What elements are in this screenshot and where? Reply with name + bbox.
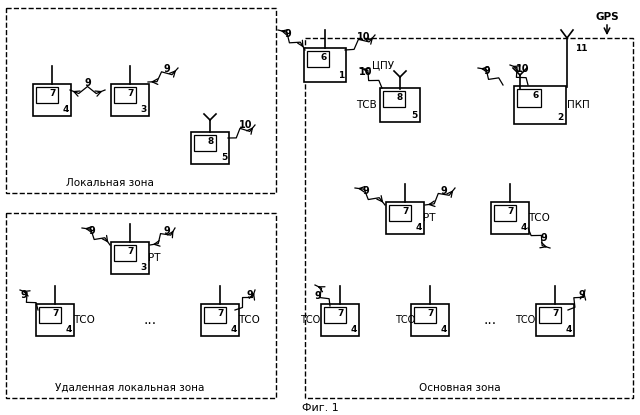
Text: ПКП: ПКП <box>567 100 589 110</box>
Bar <box>514 86 566 124</box>
Text: 5: 5 <box>221 153 227 162</box>
Text: 10: 10 <box>359 67 372 77</box>
Bar <box>414 307 436 323</box>
Text: 3: 3 <box>141 263 147 272</box>
Text: 4: 4 <box>66 325 72 334</box>
Text: 6: 6 <box>532 91 539 100</box>
Text: 4: 4 <box>415 223 422 232</box>
Text: 10: 10 <box>516 64 530 74</box>
Text: ТСО: ТСО <box>515 315 535 325</box>
Text: 4: 4 <box>566 325 572 334</box>
Bar <box>307 51 329 67</box>
Text: Локальная зона: Локальная зона <box>66 178 154 188</box>
Text: 9: 9 <box>483 66 490 76</box>
Text: Удаленная локальная зона: Удаленная локальная зона <box>55 383 205 393</box>
Bar <box>111 84 149 116</box>
Text: 4: 4 <box>230 325 237 334</box>
Text: 1: 1 <box>338 71 344 80</box>
Text: ЦПУ: ЦПУ <box>372 60 394 70</box>
Text: 9: 9 <box>363 186 369 195</box>
Bar <box>304 48 346 82</box>
Text: ТСО: ТСО <box>395 315 415 325</box>
Text: 9: 9 <box>84 78 91 88</box>
Text: 9: 9 <box>578 290 585 300</box>
Text: 4: 4 <box>440 325 447 334</box>
Text: 10: 10 <box>239 120 252 129</box>
Text: GPS: GPS <box>595 12 619 22</box>
Bar <box>111 242 149 274</box>
Bar <box>494 205 516 221</box>
Text: 4: 4 <box>63 105 69 114</box>
Bar <box>305 38 633 398</box>
Text: 7: 7 <box>127 89 134 98</box>
Text: 9: 9 <box>164 64 170 74</box>
Bar <box>194 135 216 151</box>
Text: 7: 7 <box>127 247 134 256</box>
Text: 7: 7 <box>428 309 434 318</box>
Bar <box>389 205 411 221</box>
Text: 5: 5 <box>412 111 418 120</box>
Text: 7: 7 <box>338 309 344 318</box>
Text: ТСО: ТСО <box>238 315 260 325</box>
Text: 9: 9 <box>440 186 447 195</box>
Text: 7: 7 <box>50 89 56 98</box>
Text: ...: ... <box>483 313 497 327</box>
Bar <box>324 307 346 323</box>
Bar <box>191 132 229 164</box>
Bar <box>204 307 226 323</box>
Bar <box>517 89 541 107</box>
Bar <box>539 307 561 323</box>
Text: 4: 4 <box>351 325 357 334</box>
Text: 3: 3 <box>141 105 147 114</box>
Text: ТСО: ТСО <box>528 213 550 223</box>
Text: 8: 8 <box>208 137 214 146</box>
Bar <box>536 304 574 336</box>
Bar <box>321 304 359 336</box>
Text: 4: 4 <box>520 223 527 232</box>
Text: 9: 9 <box>88 225 95 235</box>
Bar <box>114 245 136 261</box>
Bar <box>491 202 529 234</box>
Bar <box>380 88 420 122</box>
Bar <box>33 84 71 116</box>
Text: 9: 9 <box>541 233 547 243</box>
Text: Фиг. 1: Фиг. 1 <box>301 403 339 413</box>
Text: РТ: РТ <box>148 253 161 263</box>
Text: 7: 7 <box>403 207 409 216</box>
Bar <box>383 91 405 107</box>
Text: 7: 7 <box>52 309 59 318</box>
Text: РТ: РТ <box>423 213 435 223</box>
Text: 9: 9 <box>20 290 28 300</box>
Text: 11: 11 <box>575 44 588 53</box>
Text: ТСО: ТСО <box>73 315 95 325</box>
Bar <box>36 87 58 103</box>
Text: 10: 10 <box>357 32 371 42</box>
Bar <box>201 304 239 336</box>
Bar <box>6 213 276 398</box>
Text: ТСВ: ТСВ <box>356 100 377 110</box>
Text: 9: 9 <box>314 290 321 300</box>
Bar <box>6 8 276 193</box>
Text: ТСО: ТСО <box>300 315 320 325</box>
Bar <box>411 304 449 336</box>
Text: 9: 9 <box>246 290 253 300</box>
Text: 6: 6 <box>321 53 327 62</box>
Text: 7: 7 <box>508 207 514 216</box>
Text: 9: 9 <box>163 225 170 235</box>
Text: 8: 8 <box>397 93 403 102</box>
Text: ...: ... <box>143 313 157 327</box>
Bar <box>386 202 424 234</box>
Text: Основная зона: Основная зона <box>419 383 501 393</box>
Text: 7: 7 <box>218 309 224 318</box>
Text: 7: 7 <box>552 309 559 318</box>
Text: 9: 9 <box>284 29 291 39</box>
Bar <box>39 307 61 323</box>
Bar <box>36 304 74 336</box>
Text: 2: 2 <box>557 113 564 122</box>
Bar <box>114 87 136 103</box>
